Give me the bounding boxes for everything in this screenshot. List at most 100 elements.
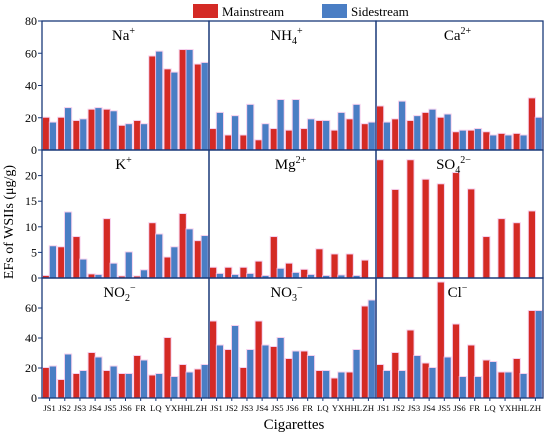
bar-mainstream: [210, 267, 217, 278]
bar-sidestream: [505, 135, 512, 150]
bar-sidestream: [247, 273, 254, 278]
bar-sidestream: [353, 275, 360, 278]
bar-sidestream: [110, 263, 117, 278]
bar-mainstream: [392, 119, 399, 150]
bar-mainstream: [103, 219, 110, 278]
bar-sidestream: [64, 354, 72, 398]
legend-label-sidestream: Sidestream: [351, 4, 409, 19]
bar-mainstream: [43, 275, 50, 278]
bar-mainstream: [498, 133, 505, 150]
bar-sidestream: [444, 357, 451, 398]
x-tick-label: JS5: [104, 403, 116, 413]
bar-sidestream: [186, 229, 193, 278]
bar-sidestream: [64, 212, 72, 278]
bar-mainstream: [316, 249, 323, 278]
x-tick-label: JS5: [438, 403, 450, 413]
x-tick-label: JS1: [377, 403, 389, 413]
x-tick-label: JS2: [59, 403, 71, 413]
bar-sidestream: [398, 371, 406, 398]
bar-mainstream: [164, 257, 171, 278]
y-tick-label: 20: [25, 169, 37, 183]
bar-sidestream: [186, 372, 193, 398]
bar-mainstream: [331, 378, 338, 398]
bar-sidestream: [95, 108, 102, 150]
x-tick-label: JS3: [408, 403, 420, 413]
bar-mainstream: [103, 109, 110, 150]
bar-sidestream: [535, 311, 542, 398]
bar-sidestream: [459, 130, 466, 150]
bar-mainstream: [240, 267, 247, 278]
bar-sidestream: [490, 362, 497, 398]
bar-mainstream: [468, 189, 475, 278]
panel: NH4+: [208, 20, 377, 151]
bar-sidestream: [323, 371, 330, 398]
y-tick-label: 20: [25, 111, 37, 125]
bar-sidestream: [125, 252, 132, 278]
y-tick-label: 0: [31, 271, 37, 285]
bar-mainstream: [255, 140, 262, 150]
bar-sidestream: [171, 247, 178, 278]
bar-mainstream: [346, 254, 353, 278]
bar-mainstream: [73, 374, 80, 398]
bar-sidestream: [535, 117, 542, 150]
y-tick-label: 80: [25, 14, 37, 28]
bar-mainstream: [103, 371, 110, 398]
bar-sidestream: [110, 111, 117, 150]
bar-mainstream: [225, 135, 232, 150]
x-tick-label: JS4: [423, 403, 436, 413]
bar-mainstream: [270, 347, 277, 398]
bar-sidestream: [383, 122, 390, 150]
y-tick-label: 20: [25, 361, 37, 375]
bar-sidestream: [323, 275, 330, 278]
bar-mainstream: [407, 330, 414, 398]
panel-title: K+: [115, 155, 132, 173]
bar-mainstream: [377, 106, 384, 150]
bar-sidestream: [338, 275, 345, 278]
bar-mainstream: [164, 338, 171, 398]
chart-panels: 0 20 40 60 80 0 5 10 15 20 0 20 40 60 Na+ NH4+ Ca2+ K+ Mg2…: [25, 14, 544, 413]
y-tick-label: 40: [25, 79, 37, 93]
bar-sidestream: [110, 366, 117, 398]
bar-sidestream: [338, 112, 345, 150]
bar-sidestream: [262, 345, 269, 398]
bar-mainstream: [134, 276, 141, 278]
legend-swatch-mainstream: [193, 4, 218, 18]
bar-mainstream: [179, 365, 186, 398]
bar-sidestream: [201, 62, 208, 150]
y-tick-label: 0: [31, 391, 37, 405]
bar-mainstream: [513, 223, 520, 278]
x-tick-label: FR: [135, 403, 146, 413]
bar-mainstream: [483, 360, 490, 398]
bar-mainstream: [285, 130, 293, 150]
x-tick-label: JS3: [241, 403, 253, 413]
bar-sidestream: [80, 371, 87, 398]
x-tick-label: JS6: [286, 403, 299, 413]
bar-mainstream: [225, 267, 232, 278]
bar-mainstream: [377, 160, 384, 278]
bar-sidestream: [216, 345, 223, 398]
bar-mainstream: [73, 120, 80, 150]
bar-mainstream: [194, 369, 202, 398]
bar-mainstream: [468, 345, 475, 398]
bar-sidestream: [231, 274, 239, 278]
bar-mainstream: [407, 160, 414, 278]
bar-sidestream: [140, 270, 148, 278]
bar-mainstream: [88, 274, 95, 278]
bar-mainstream: [331, 130, 338, 150]
bar-sidestream: [125, 124, 132, 150]
bar-mainstream: [194, 64, 202, 150]
bar-sidestream: [398, 101, 406, 150]
y-tick-label: 10: [25, 220, 37, 234]
bar-mainstream: [285, 359, 293, 398]
x-tick-label: JS2: [226, 403, 238, 413]
x-tick-label: YX: [332, 403, 345, 413]
x-tick-label: FR: [302, 403, 313, 413]
bar-mainstream: [164, 69, 171, 150]
bar-mainstream: [149, 375, 156, 398]
legend-swatch-sidestream: [322, 4, 347, 18]
bar-mainstream: [225, 350, 232, 398]
panel: K+: [41, 149, 210, 279]
legend: Mainstream Sidestream: [193, 4, 409, 19]
bar-mainstream: [422, 112, 429, 150]
bar-sidestream: [216, 273, 223, 278]
